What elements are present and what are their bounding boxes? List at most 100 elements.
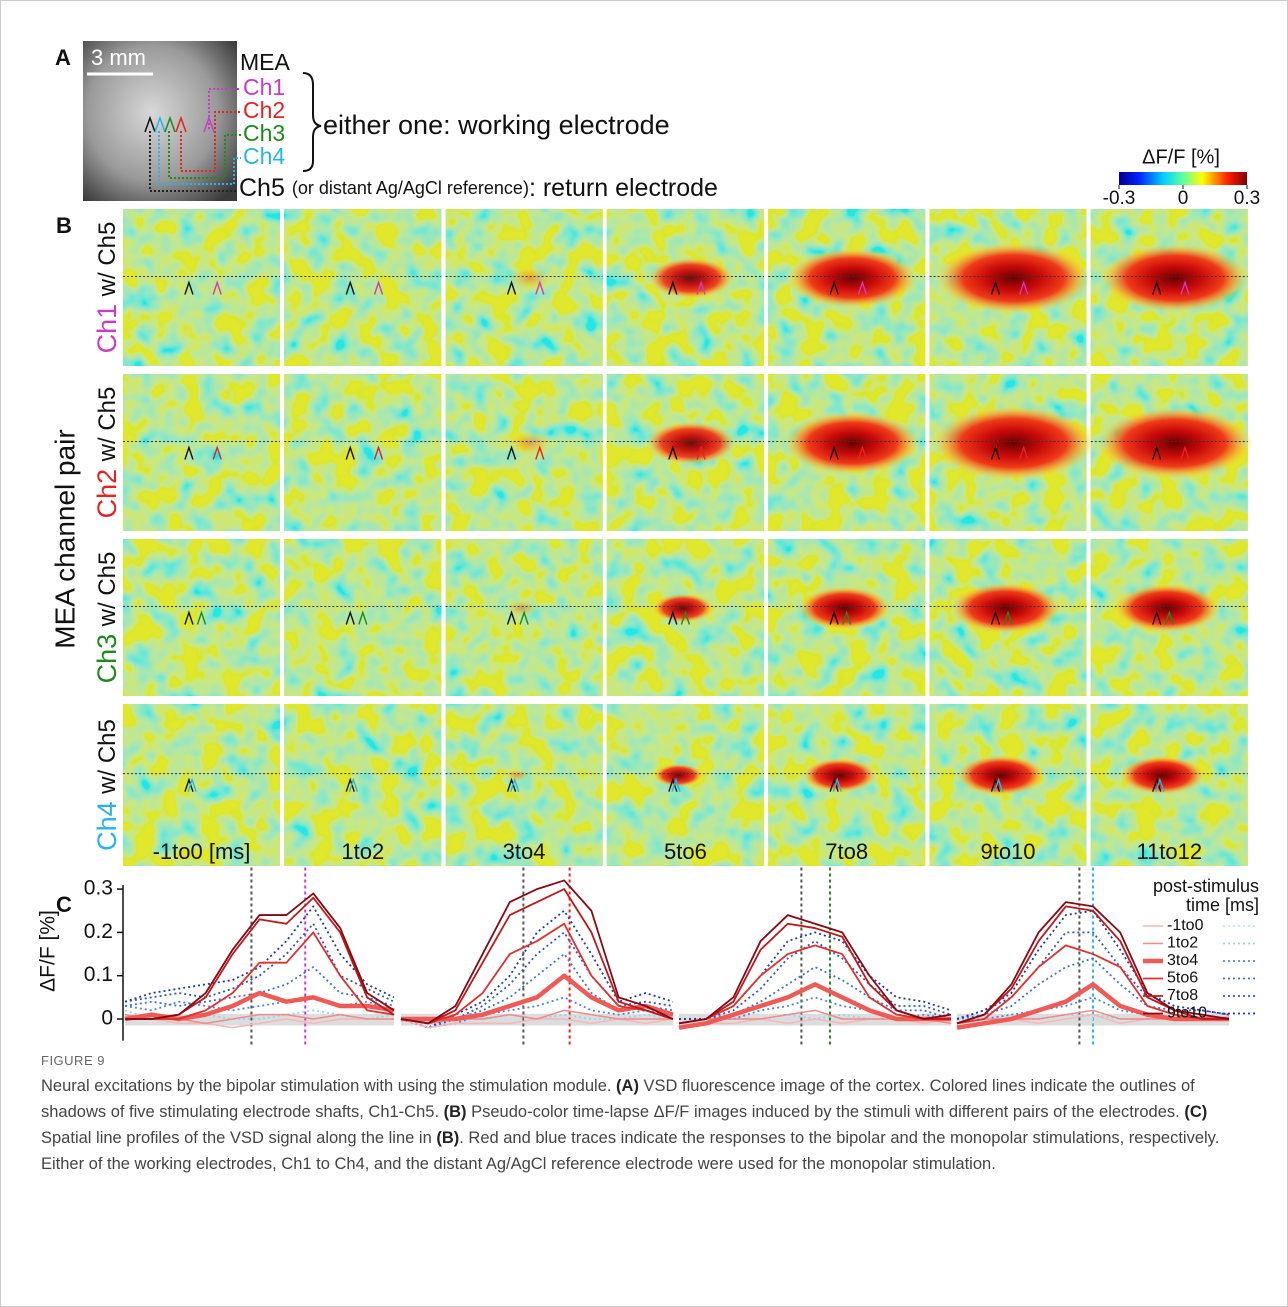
electrode-tip bbox=[668, 445, 678, 460]
response-blob bbox=[932, 405, 1095, 481]
electrode-tip bbox=[1152, 777, 1162, 792]
heatmap-noise bbox=[445, 704, 603, 866]
axis-label: MEA channel pair bbox=[49, 429, 80, 648]
bipolar-trace bbox=[956, 982, 1229, 1030]
bipolar-trace bbox=[678, 982, 951, 1030]
caption: Neural excitations by the bipolar stimul… bbox=[41, 1073, 1256, 1177]
bipolar-trace bbox=[400, 922, 674, 1025]
electrode-tip bbox=[144, 115, 156, 133]
electrode-tip bbox=[1019, 280, 1029, 295]
caption-text: . Red and blue traces indicate the respo… bbox=[41, 1129, 1220, 1173]
response-blob bbox=[645, 421, 737, 465]
channel-name: Ch5 bbox=[239, 174, 285, 202]
heatmap-noise bbox=[123, 374, 280, 531]
monopolar-trace bbox=[400, 953, 674, 1025]
colorbar-tick-label: -0.3 bbox=[1103, 188, 1136, 209]
electrode-tip bbox=[990, 777, 1001, 792]
monopolar-trace bbox=[679, 940, 952, 1020]
bipolar-trace bbox=[956, 944, 1229, 1025]
electrode-tip bbox=[184, 280, 194, 295]
electrode-tip bbox=[345, 777, 355, 792]
time-label: -1to0 [ms] bbox=[153, 839, 251, 864]
panel-letter: C bbox=[56, 892, 72, 917]
heatmap-noise bbox=[284, 209, 442, 366]
bipolar-trace bbox=[678, 944, 951, 1025]
row-label: Ch4 w/ Ch5 bbox=[92, 719, 122, 851]
caption-text: Pseudo-color time-lapse ΔF/F images indu… bbox=[466, 1103, 1185, 1121]
outline bbox=[158, 131, 241, 185]
electrode-tip bbox=[373, 280, 384, 295]
colorbar-title: ΔF/F [%] bbox=[1142, 146, 1220, 168]
electrode-tip bbox=[506, 610, 517, 625]
response-blob bbox=[950, 582, 1062, 634]
response-blob bbox=[1096, 407, 1253, 480]
response-blob bbox=[802, 758, 877, 793]
heatmap-row bbox=[123, 704, 1248, 866]
caption-ref: (A) bbox=[616, 1077, 639, 1095]
heatmap-row bbox=[123, 374, 1253, 531]
row-label: Ch3 w/ Ch5 bbox=[92, 552, 122, 684]
electrode-tip bbox=[184, 610, 194, 625]
caption-text: Spatial line profiles of the VSD signal … bbox=[41, 1129, 437, 1147]
channel-label: Ch1 bbox=[308, 1045, 350, 1046]
channel-label: Ch5 bbox=[206, 1045, 248, 1046]
working-label: either one: working electrode bbox=[323, 110, 670, 140]
electrode-tip bbox=[510, 777, 520, 792]
electrode-tip bbox=[990, 280, 1001, 295]
electrode-tip bbox=[990, 610, 1001, 625]
response-blob bbox=[797, 586, 891, 630]
electrode-tip bbox=[212, 445, 222, 460]
pair-label: w/ Ch5 bbox=[94, 719, 121, 795]
heatmap-noise bbox=[445, 539, 603, 696]
legend-label: 3to4 bbox=[1167, 952, 1198, 969]
profile-group bbox=[956, 867, 1230, 1046]
channel-label: Ch5 bbox=[756, 1045, 798, 1046]
bipolar-trace bbox=[125, 931, 395, 1020]
electrode-tip bbox=[535, 445, 545, 460]
legend-title: post-stimulus bbox=[1153, 876, 1259, 896]
y-tick-label: 0.1 bbox=[84, 963, 113, 986]
legend-label: 9to10 bbox=[1167, 1005, 1207, 1022]
legend-title: time [ms] bbox=[1186, 895, 1259, 915]
bipolar-trace bbox=[956, 905, 1229, 1025]
colorbar-tick-label: 0.3 bbox=[1234, 188, 1260, 209]
legend-label: 5to6 bbox=[1167, 970, 1198, 987]
bipolar-trace bbox=[125, 892, 395, 1020]
electrode-tip bbox=[680, 610, 691, 625]
bipolar-trace bbox=[124, 990, 395, 1022]
electrode-tip bbox=[829, 280, 839, 295]
electrode-tip bbox=[506, 777, 517, 792]
mea-label: MEA bbox=[240, 49, 291, 75]
heatmap-noise bbox=[284, 539, 442, 696]
channel-label: Ch3 bbox=[833, 1045, 875, 1046]
response-blob bbox=[653, 763, 704, 788]
electrode-tip bbox=[212, 280, 222, 295]
response-blob bbox=[505, 599, 538, 617]
legend-label: -1to0 bbox=[1167, 917, 1204, 934]
electrode-tip bbox=[1155, 777, 1165, 792]
response-blob bbox=[935, 242, 1092, 314]
return-note: (or distant Ag/AgCl reference) bbox=[292, 178, 529, 198]
cortex-image bbox=[83, 41, 237, 201]
time-label: 7to8 bbox=[825, 839, 868, 864]
response-blob bbox=[652, 593, 714, 623]
response-blob bbox=[1119, 755, 1205, 795]
caption-ref: (C) bbox=[1184, 1103, 1208, 1121]
profile-group bbox=[124, 867, 395, 1046]
electrode-tip bbox=[164, 115, 176, 133]
channel-name: Ch1 bbox=[92, 304, 122, 354]
heatmap-noise bbox=[284, 374, 442, 531]
channel-label: Ch4 bbox=[243, 143, 285, 169]
panel-letter: A bbox=[55, 45, 71, 70]
response-blob bbox=[507, 266, 552, 290]
electrode-tip bbox=[358, 610, 368, 625]
colorbar bbox=[1119, 172, 1247, 185]
heatmap-noise bbox=[123, 539, 280, 696]
electrode-tip bbox=[345, 445, 355, 460]
caption-ref: (B) bbox=[436, 1129, 460, 1147]
heatmap-row bbox=[123, 539, 1248, 696]
electrode-tip bbox=[348, 777, 359, 792]
bipolar-trace bbox=[400, 879, 674, 1025]
electrode-tip bbox=[184, 445, 194, 460]
y-axis-label: ΔF/F [%] bbox=[37, 910, 60, 992]
